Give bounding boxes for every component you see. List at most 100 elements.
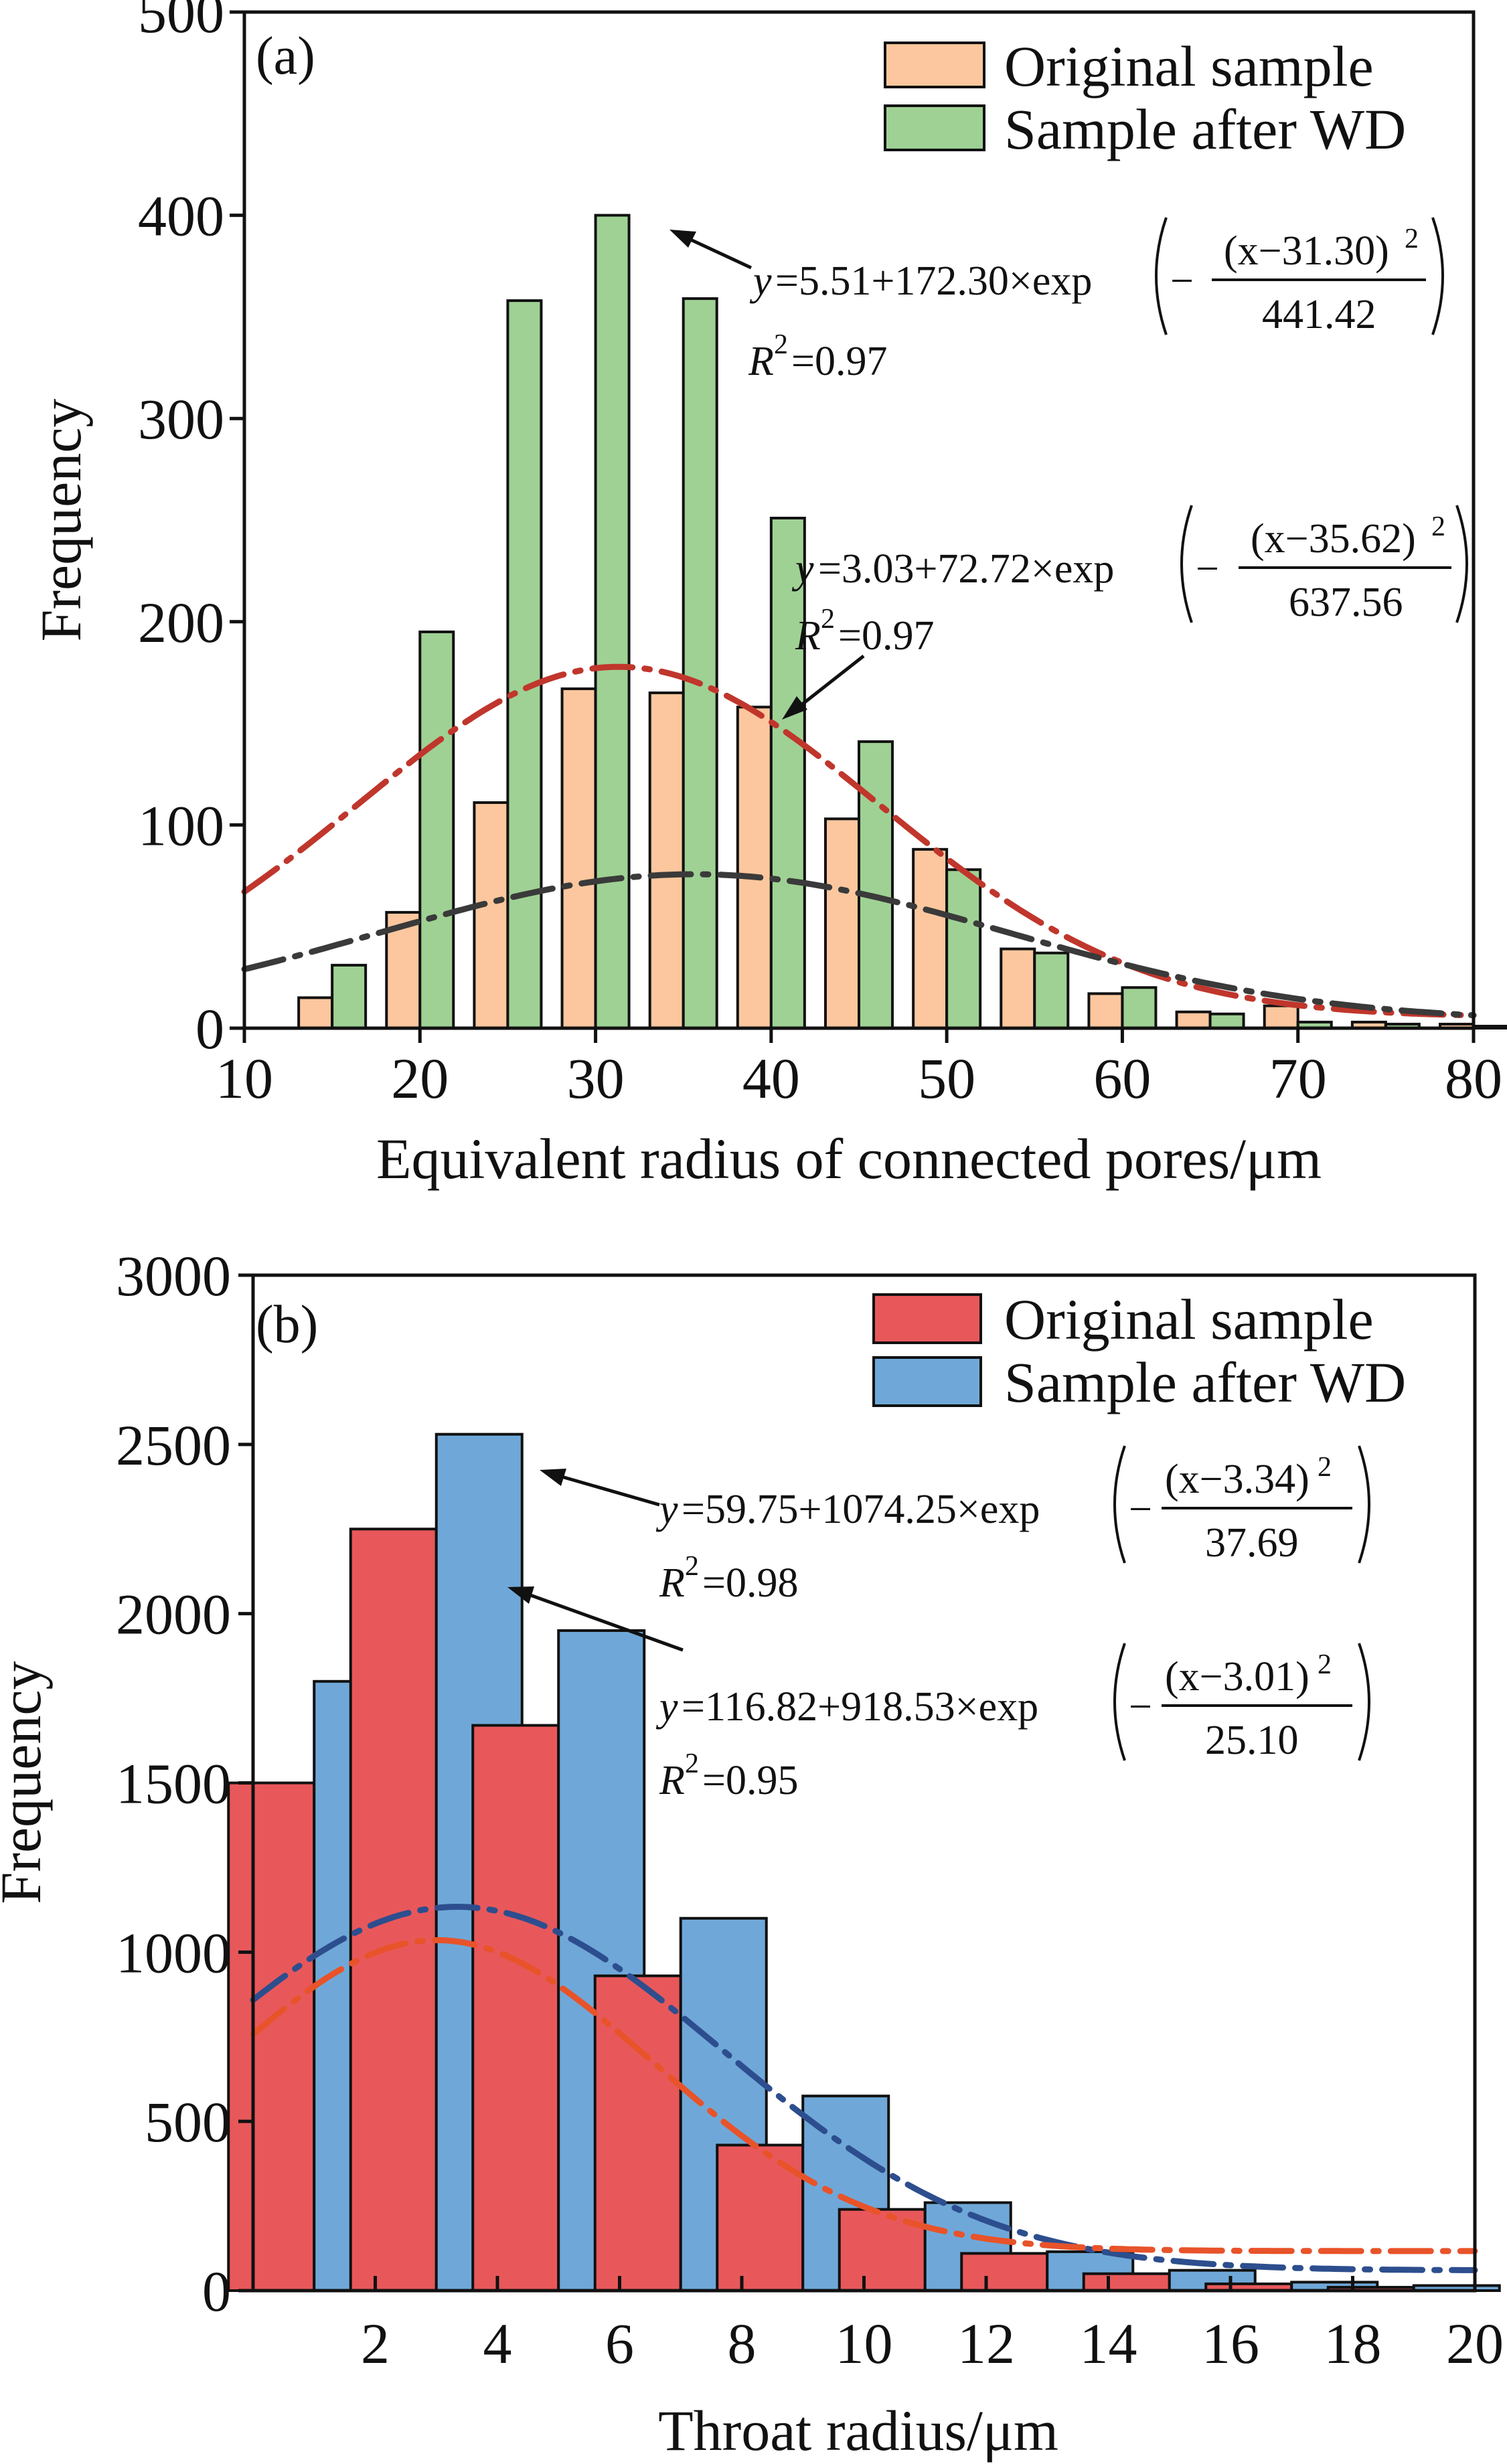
- eq-b-wd-minus: −: [1129, 1487, 1152, 1532]
- x-tick-label-b-16: 16: [1202, 2311, 1259, 2376]
- x-tick-label-b-12: 12: [957, 2311, 1015, 2376]
- bar-a-wd-40: [769, 516, 806, 1030]
- panel-a-plot-frame: [242, 10, 1476, 1030]
- bar-b-original-7: [593, 1974, 682, 2292]
- panel-a-legend: Original sample Sample after WD: [884, 34, 1406, 161]
- bar-a-wd-35: [682, 297, 718, 1030]
- bar-a-wd-55: [1033, 951, 1070, 1030]
- eq-b-orig-R-value: =0.95: [702, 1758, 798, 1803]
- panel-a-fit-curves: [241, 663, 1477, 1019]
- eq-b-orig-paren-left: [1113, 1643, 1126, 1761]
- y-tick-label-a-200: 200: [138, 590, 224, 655]
- bar-a-wd-25: [506, 299, 543, 1030]
- eq-a-orig-y: y: [791, 546, 814, 592]
- eq-b-orig-R: R: [659, 1758, 685, 1803]
- eq-b-orig-paren-right: [1358, 1643, 1370, 1761]
- eq-a-wd-exp: 2: [1405, 224, 1419, 254]
- panel-a-label: (a): [256, 27, 315, 86]
- eq-a-wd-R-exp: 2: [774, 329, 788, 360]
- y-tick-label-b-1000: 1000: [116, 1920, 231, 1985]
- bar-a-original-40: [736, 706, 773, 1030]
- eq-b-wd-R: R: [659, 1560, 685, 1606]
- legend-a-label-original: Original sample: [1004, 34, 1374, 98]
- panel-a-ticks: 10 20 30 40 50 60 70 80 0 100 200 300 400 500: [138, 0, 1502, 1111]
- y-tick-label-b-1500: 1500: [116, 1752, 231, 1816]
- legend-a-label-wd: Sample after WD: [1004, 97, 1406, 161]
- eq-a-wd-minus: −: [1170, 258, 1194, 304]
- eq-b-orig-R-exp: 2: [685, 1748, 699, 1779]
- legend-b-swatch-wd: [872, 1356, 982, 1407]
- eq-a-orig-paren-right: [1455, 505, 1468, 623]
- arrow-a-wd-head: [669, 230, 696, 248]
- eq-a-orig-minus: −: [1196, 546, 1219, 592]
- y-tick-label-b-0: 0: [202, 2259, 231, 2323]
- eq-a-wd-R-value: =0.97: [791, 339, 887, 384]
- bar-b-original-15: [1082, 2272, 1171, 2292]
- y-tick-label-b-2000: 2000: [116, 1582, 231, 1647]
- panel-a-equation-wd: y =5.51+172.30×exp − (x−31.30) 2 441.42 …: [669, 217, 1444, 384]
- x-tick-label-b-6: 6: [605, 2311, 634, 2376]
- x-tick-label-a-70: 70: [1269, 1046, 1327, 1111]
- bar-a-wd-80: [1472, 1024, 1507, 1030]
- legend-b-label-wd: Sample after WD: [1004, 1350, 1406, 1414]
- x-tick-label-a-20: 20: [391, 1046, 449, 1111]
- bar-a-original-25: [473, 801, 509, 1030]
- panel-b-fit-curves: [250, 1904, 1478, 2273]
- y-tick-label-a-500: 500: [138, 0, 224, 45]
- panel-b-x-axis-label: Throat radius/μm: [658, 2398, 1058, 2463]
- y-tick-label-a-100: 100: [138, 793, 224, 857]
- legend-b-label-original: Original sample: [1004, 1287, 1374, 1351]
- eq-a-wd-lhs: =5.51+172.30×exp: [775, 258, 1092, 304]
- fit-curve-b-wd: [250, 1904, 1478, 2273]
- panel-b-y-axis-label: Frequency: [0, 1661, 53, 1904]
- x-tick-label-a-40: 40: [742, 1046, 800, 1111]
- eq-a-orig-lhs: =3.03+72.72×exp: [818, 546, 1114, 592]
- eq-a-orig-exp: 2: [1431, 511, 1445, 542]
- x-tick-label-b-4: 4: [483, 2311, 512, 2376]
- bar-a-original-45: [824, 817, 860, 1030]
- y-tick-label-a-0: 0: [195, 997, 224, 1061]
- bar-a-wd-15: [331, 963, 368, 1030]
- eq-a-orig-R-exp: 2: [821, 604, 835, 635]
- bar-b-original-1: [227, 1781, 316, 2292]
- arrow-b-original: [515, 1588, 684, 1652]
- eq-b-wd-exp: 2: [1318, 1452, 1332, 1483]
- eq-b-wd-R-exp: 2: [685, 1551, 699, 1582]
- eq-b-wd-denom: 37.69: [1205, 1520, 1299, 1566]
- x-tick-label-a-10: 10: [216, 1046, 273, 1111]
- bar-a-original-35: [648, 691, 685, 1030]
- bar-a-wd-65: [1208, 1012, 1245, 1030]
- eq-b-wd-lhs: =59.75+1074.25×exp: [682, 1487, 1040, 1532]
- bar-b-original-5: [471, 1724, 560, 2292]
- bar-a-wd-50: [945, 868, 982, 1030]
- x-tick-label-b-8: 8: [728, 2311, 757, 2376]
- x-tick-label-b-14: 14: [1080, 2311, 1137, 2376]
- panel-b-bars: [227, 1432, 1501, 2293]
- eq-b-orig-y: y: [655, 1684, 678, 1730]
- arrow-b-original-head: [507, 1586, 534, 1604]
- arrow-b-wd-head: [540, 1469, 566, 1486]
- panel-b-equation-original: y =116.82+918.53×exp − (x−3.01) 2 25.10 …: [507, 1586, 1370, 1803]
- panel-b-ticks: 2 4 6 8 10 12 14 16 18 20 0 500 1000 1500 2000 2500 3000: [116, 1244, 1504, 2376]
- panel-a-x-axis-label: Equivalent radius of connected pores/μm: [376, 1127, 1322, 1191]
- eq-a-orig-R: R: [795, 613, 821, 659]
- eq-a-wd-paren-right: [1431, 217, 1444, 335]
- fit-curve-b-original: [250, 1937, 1478, 2254]
- x-tick-label-a-30: 30: [567, 1046, 625, 1111]
- eq-b-orig-exp: 2: [1318, 1649, 1332, 1680]
- x-tick-label-b-20: 20: [1446, 2311, 1504, 2376]
- eq-a-wd-numer: (x−31.30): [1224, 228, 1389, 274]
- y-tick-label-b-3000: 3000: [116, 1244, 231, 1308]
- x-tick-label-b-2: 2: [361, 2311, 390, 2376]
- eq-a-wd-denom: 441.42: [1262, 292, 1376, 337]
- y-tick-label-a-400: 400: [138, 184, 224, 248]
- eq-a-wd-y: y: [749, 258, 772, 304]
- y-tick-label-b-500: 500: [145, 2090, 231, 2154]
- bar-a-original-15: [297, 996, 334, 1030]
- eq-b-wd-paren-right: [1358, 1445, 1370, 1564]
- eq-a-orig-R-value: =0.97: [838, 613, 934, 659]
- eq-b-wd-R-value: =0.98: [702, 1560, 798, 1606]
- panel-b-label: (b): [256, 1295, 318, 1354]
- panel-a: 10 20 30 40 50 60 70 80 0 100 200 300 400 500 (a) Ori…: [29, 0, 1507, 1191]
- bar-a-wd-30: [594, 214, 631, 1030]
